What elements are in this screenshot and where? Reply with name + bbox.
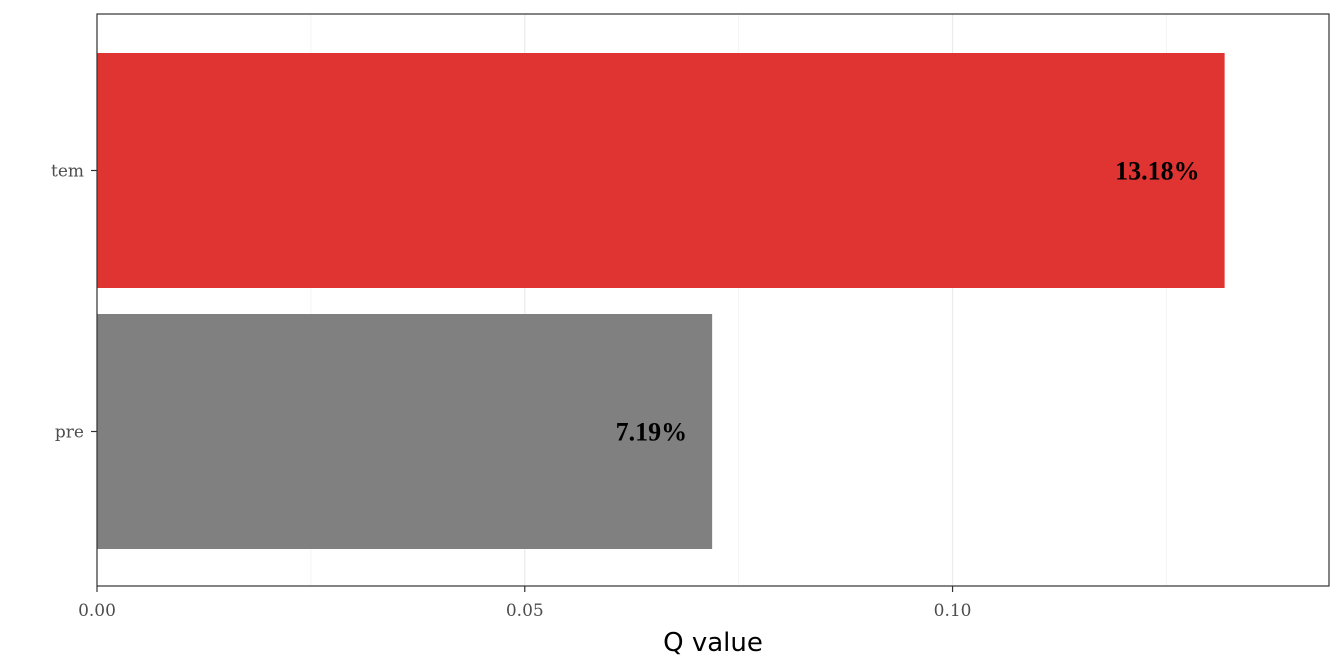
bars: [97, 53, 1225, 549]
bar-label-tem: 13.18%: [1115, 157, 1200, 186]
bar-pre: [97, 314, 713, 549]
x-tick-label: 0.05: [506, 601, 544, 621]
bar-label-pre: 7.19%: [616, 418, 688, 447]
bar-labels: 13.18% 7.19%: [616, 157, 1200, 447]
bar-tem: [97, 53, 1225, 288]
x-axis: 0.00 0.05 0.10: [78, 586, 971, 621]
x-tick-label: 0.10: [934, 601, 972, 621]
y-tick-label-tem: tem: [51, 162, 84, 182]
y-axis: tem pre: [51, 162, 97, 443]
y-tick-label-pre: pre: [55, 423, 84, 443]
x-tick-label: 0.00: [78, 601, 116, 621]
panel-border: [96, 13, 1330, 587]
x-axis-title: Q value: [663, 628, 763, 658]
